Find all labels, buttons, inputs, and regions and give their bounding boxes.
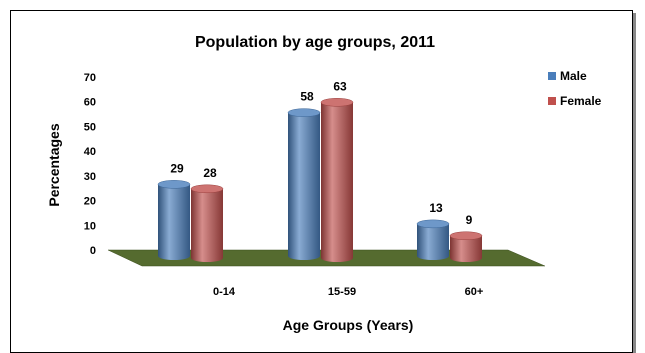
y-tick-label: 50 bbox=[84, 121, 96, 133]
x-axis-label: Age Groups (Years) bbox=[283, 317, 414, 333]
bar-male-0-14 bbox=[157, 180, 191, 260]
bar-female-15-59 bbox=[320, 98, 354, 262]
data-label: 28 bbox=[203, 166, 217, 180]
y-tick-label: 70 bbox=[84, 72, 96, 84]
data-label: 63 bbox=[333, 79, 347, 93]
data-label: 13 bbox=[429, 201, 443, 215]
y-tick-label: 0 bbox=[90, 245, 96, 257]
x-tick-label: 15-59 bbox=[328, 286, 356, 298]
x-tick-label: 60+ bbox=[465, 286, 484, 298]
bar-female-0-14 bbox=[190, 184, 224, 262]
y-tick-label: 10 bbox=[84, 220, 96, 232]
legend-swatch-female bbox=[548, 97, 556, 105]
y-axis-label: Percentages bbox=[46, 123, 62, 206]
y-tick-label: 30 bbox=[84, 171, 96, 183]
x-tick-label: 0-14 bbox=[213, 286, 236, 298]
data-label: 58 bbox=[300, 90, 314, 104]
bar-female-60+ bbox=[449, 231, 483, 262]
chart-title: Population by age groups, 2011 bbox=[195, 34, 435, 51]
legend-label-female: Female bbox=[560, 94, 602, 108]
y-tick-label: 40 bbox=[84, 146, 96, 158]
y-tick-label: 60 bbox=[84, 97, 96, 109]
legend-label-male: Male bbox=[560, 69, 587, 83]
bar-male-60+ bbox=[416, 219, 450, 260]
legend-swatch-male bbox=[548, 72, 556, 80]
bar-male-15-59 bbox=[287, 108, 321, 261]
data-label: 29 bbox=[170, 161, 184, 175]
data-label: 9 bbox=[466, 213, 473, 227]
y-tick-label: 20 bbox=[84, 196, 96, 208]
